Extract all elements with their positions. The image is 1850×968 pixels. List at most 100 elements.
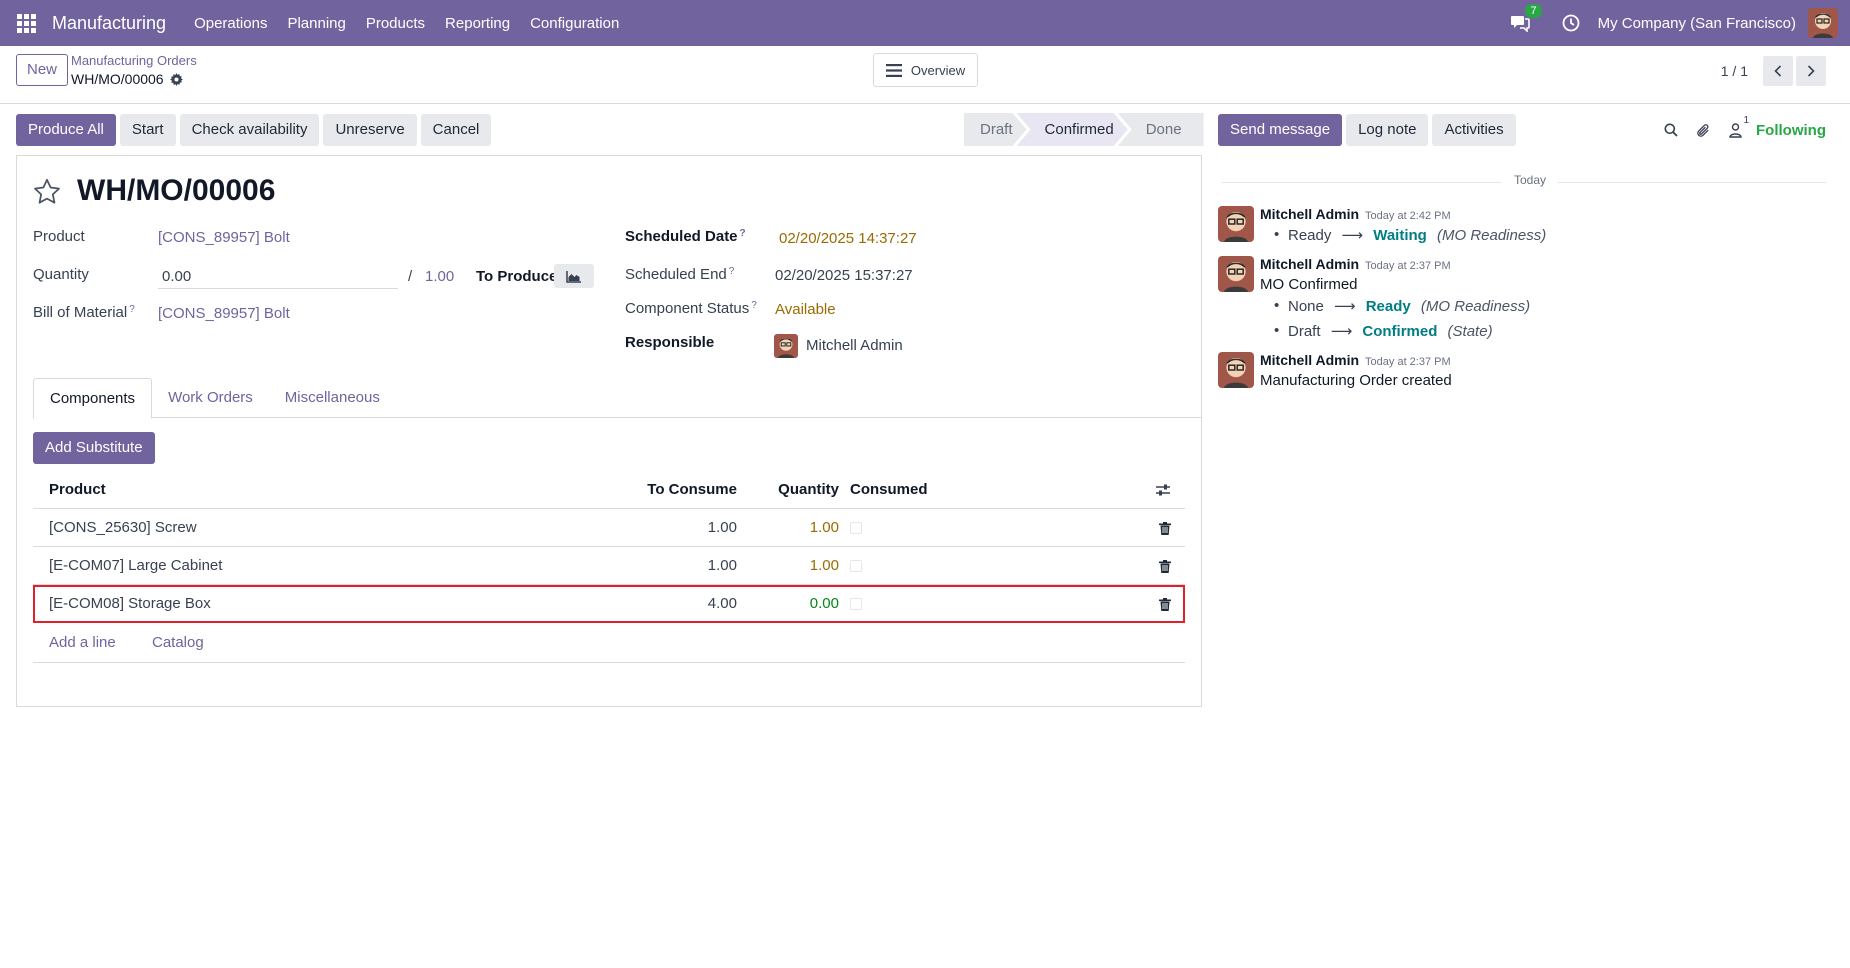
header-consumed[interactable]: Consumed: [850, 481, 928, 498]
paperclip-icon[interactable]: [1696, 123, 1711, 138]
tracking-old-value: Draft: [1288, 323, 1321, 340]
unreserve-button[interactable]: Unreserve: [323, 114, 417, 146]
tracking-new-value: Confirmed: [1362, 323, 1438, 340]
record-title: WH/MO/00006: [77, 174, 276, 207]
bom-field[interactable]: [CONS_89957] Bolt: [158, 305, 290, 322]
pager-previous-button[interactable]: [1763, 56, 1793, 86]
user-avatar[interactable]: [1808, 8, 1838, 38]
to-produce-label: To Produce: [476, 268, 558, 285]
menu-reporting[interactable]: Reporting: [445, 14, 511, 32]
table-row[interactable]: [CONS_25630] Screw 1.00 1.00: [33, 509, 1185, 547]
row-consumed-checkbox[interactable]: [850, 522, 862, 534]
app-name[interactable]: Manufacturing: [52, 12, 167, 33]
trash-icon[interactable]: [1159, 547, 1171, 585]
tracking-old-value: None: [1288, 298, 1324, 315]
stage-confirmed[interactable]: Confirmed: [1017, 113, 1128, 146]
row-quantity[interactable]: 1.00: [809, 519, 839, 536]
pager-next-button[interactable]: [1796, 56, 1826, 86]
log-note-button[interactable]: Log note: [1346, 114, 1429, 146]
quantity-to-produce[interactable]: 1.00: [425, 268, 455, 285]
row-to-consume[interactable]: 4.00: [707, 595, 737, 612]
stage-done[interactable]: Done: [1117, 113, 1204, 146]
send-message-button[interactable]: Send message: [1218, 114, 1343, 146]
catalog-link[interactable]: Catalog: [152, 634, 204, 651]
author-avatar[interactable]: [1218, 206, 1254, 242]
row-quantity[interactable]: 1.00: [809, 557, 839, 574]
message-author-name[interactable]: Mitchell Admin: [1260, 256, 1360, 272]
check-availability-button[interactable]: Check availability: [179, 114, 320, 146]
cancel-button[interactable]: Cancel: [420, 114, 492, 146]
quantity-input[interactable]: 0.00: [162, 268, 192, 285]
tab-work-orders[interactable]: Work Orders: [168, 389, 253, 406]
company-switcher[interactable]: My Company (San Francisco): [1597, 14, 1796, 32]
row-product[interactable]: [E-COM07] Large Cabinet: [49, 557, 223, 574]
bom-label-text: Bill of Material: [33, 304, 128, 321]
followers-icon[interactable]: 1: [1729, 115, 1749, 138]
optional-columns-toggle-icon[interactable]: [1155, 471, 1171, 509]
menu-configuration[interactable]: Configuration: [530, 14, 620, 32]
header-to-consume[interactable]: To Consume: [647, 481, 737, 498]
scheduled-date-label-text: Scheduled Date: [625, 228, 738, 245]
bom-help-icon[interactable]: ?: [129, 304, 135, 315]
add-a-line-link[interactable]: Add a line: [49, 634, 116, 651]
row-quantity[interactable]: 0.00: [809, 595, 839, 612]
message-author-name[interactable]: Mitchell Admin: [1260, 352, 1360, 368]
product-label: Product: [33, 228, 85, 245]
table-row[interactable]: [E-COM08] Storage Box 4.00 0.00: [33, 585, 1185, 623]
row-consumed-checkbox[interactable]: [850, 598, 862, 610]
responsible-field[interactable]: Mitchell Admin: [806, 337, 903, 354]
scheduled-end-field[interactable]: 02/20/2025 15:37:27: [775, 267, 913, 284]
bom-label: Bill of Material?: [33, 304, 135, 321]
overview-label: Overview: [910, 62, 966, 78]
following-button[interactable]: Following: [1756, 121, 1826, 139]
stage-draft[interactable]: Draft: [964, 113, 1027, 146]
tab-miscellaneous[interactable]: Miscellaneous: [284, 389, 380, 406]
activities-button[interactable]: Activities: [1432, 114, 1516, 146]
header-product[interactable]: Product: [49, 481, 106, 498]
row-to-consume[interactable]: 1.00: [707, 519, 737, 536]
responsible-label: Responsible: [625, 334, 715, 351]
scheduled-date-field[interactable]: 02/20/2025 14:37:27: [779, 230, 917, 247]
component-status-label-text: Component Status: [625, 300, 750, 317]
add-substitute-button[interactable]: Add Substitute: [33, 432, 155, 464]
message-author: Mitchell Admin Today at 2:37 PM: [1260, 256, 1451, 272]
menu-planning[interactable]: Planning: [287, 14, 346, 32]
row-product[interactable]: [E-COM08] Storage Box: [49, 595, 211, 612]
start-button[interactable]: Start: [119, 114, 176, 146]
row-product[interactable]: [CONS_25630] Screw: [49, 519, 197, 536]
messages-icon[interactable]: 7: [1510, 4, 1542, 32]
menu-operations[interactable]: Operations: [194, 14, 268, 32]
author-avatar[interactable]: [1218, 256, 1254, 292]
component-status-help-icon[interactable]: ?: [751, 300, 757, 311]
trash-icon[interactable]: [1159, 509, 1171, 547]
pager-value[interactable]: 1 / 1: [1720, 63, 1748, 79]
row-consumed-checkbox[interactable]: [850, 560, 862, 572]
author-avatar[interactable]: [1218, 352, 1254, 388]
arrow-right-icon: ⟶: [1341, 227, 1364, 244]
chevron-right-icon: [1807, 65, 1815, 77]
row-to-consume[interactable]: 1.00: [707, 557, 737, 574]
apps-menu-icon[interactable]: [0, 0, 52, 46]
table-row[interactable]: [E-COM07] Large Cabinet 1.00 1.00: [33, 547, 1185, 585]
message-author-name[interactable]: Mitchell Admin: [1260, 206, 1360, 222]
date-separator-label: Today: [1502, 173, 1559, 187]
trash-icon[interactable]: [1159, 585, 1171, 623]
scheduled-end-label: Scheduled End?: [625, 266, 734, 283]
search-icon[interactable]: [1664, 123, 1678, 137]
component-status-value: Available: [775, 301, 836, 318]
scheduled-date-help-icon[interactable]: ?: [739, 228, 746, 239]
header-quantity[interactable]: Quantity: [778, 481, 839, 498]
gear-icon[interactable]: [169, 72, 183, 86]
activity-clock-icon[interactable]: [1562, 14, 1580, 32]
breadcrumb-parent-link[interactable]: Manufacturing Orders: [71, 53, 197, 68]
star-icon[interactable]: [33, 178, 61, 205]
product-field[interactable]: [CONS_89957] Bolt: [158, 229, 290, 246]
produce-all-button[interactable]: Produce All: [16, 114, 116, 146]
scheduled-end-help-icon[interactable]: ?: [728, 266, 735, 277]
forecast-chart-button[interactable]: [554, 264, 594, 288]
overview-button[interactable]: Overview: [873, 53, 978, 87]
tracking-line: • Draft ⟶ Confirmed (State): [1274, 322, 1493, 340]
tab-components[interactable]: Components: [33, 378, 153, 419]
menu-products[interactable]: Products: [365, 14, 426, 32]
new-button[interactable]: New: [16, 54, 69, 86]
